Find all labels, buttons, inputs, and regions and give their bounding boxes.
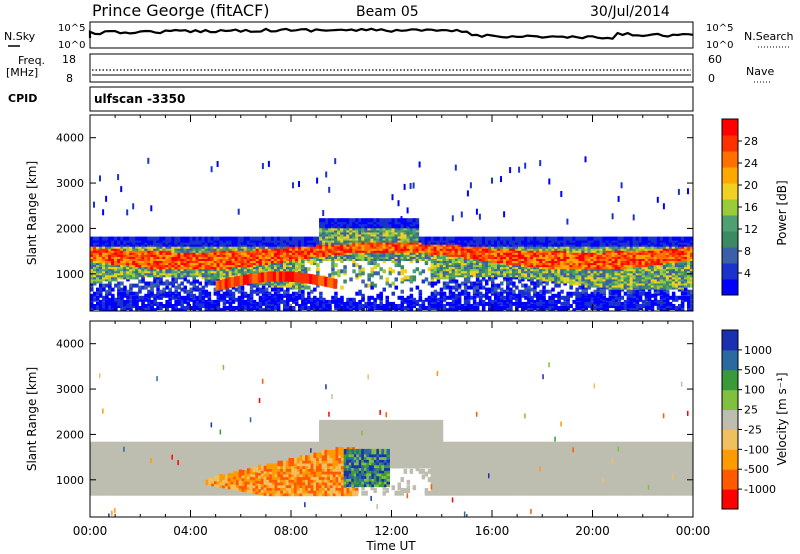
colorbar-swatch	[722, 119, 738, 136]
colorbar-tick-label: 500	[744, 364, 765, 377]
colorbar-swatch	[722, 349, 738, 371]
freq-label-1: Freq.	[18, 54, 45, 67]
colorbar-tick-label: 24	[744, 157, 758, 170]
x-tick-label: 08:00	[274, 524, 309, 538]
date-title: 30/Jul/2014	[590, 4, 670, 20]
colorbar-tick-label: -1000	[744, 483, 776, 496]
colorbar-tick-label: 8	[744, 245, 751, 258]
station-title: Prince George (fitACF)	[92, 1, 270, 20]
colorbar-swatch	[722, 449, 738, 470]
velocity-heatmap	[90, 362, 693, 517]
y-tick-label: 3000	[56, 177, 84, 190]
freq-panel	[89, 53, 694, 83]
y-tick-label: 1000	[56, 474, 84, 487]
noise-sky-label: N.Sky	[4, 30, 36, 43]
colorbar-tick-label: -500	[744, 463, 769, 476]
beam-title: Beam 05	[356, 4, 419, 20]
colorbar-swatch	[722, 167, 738, 184]
y-tick-label: 1000	[56, 268, 84, 281]
colorbar-swatch	[722, 247, 738, 264]
cpid-value: ulfscan -3350	[94, 92, 185, 106]
x-tick-label: 00:00	[676, 524, 711, 538]
noise-sky-trace	[88, 27, 694, 40]
x-tick-label: 12:00	[374, 524, 409, 538]
time-axis: 00:00 04:00 08:00 12:00 16:00 20:00 00:00	[73, 524, 711, 538]
colorbar-swatch	[722, 409, 738, 430]
freq-tick-bot: 8	[66, 72, 73, 85]
noise-tick-right-top: 10^5	[706, 23, 733, 34]
colorbar-swatch	[722, 199, 738, 216]
colorbar-tick-label: 16	[744, 201, 758, 214]
x-tick-label: 20:00	[575, 524, 610, 538]
noise-panel	[89, 21, 694, 49]
noise-search-label: N.Search	[744, 30, 794, 43]
noise-tick-left-top: 10^5	[58, 23, 85, 34]
y-tick-label: 3000	[56, 383, 84, 396]
noise-tick-right-bot: 10^0	[706, 40, 733, 51]
time-axis-label: Time UT	[365, 539, 416, 553]
velocity-colorbar-label: Velocity [m s⁻¹]	[775, 372, 789, 465]
colorbar-tick-label: -100	[744, 443, 769, 456]
colorbar-swatch	[722, 330, 738, 351]
velocity-axes: 1000 2000 3000 4000	[56, 321, 694, 517]
colorbar-tick-label: 1000	[744, 344, 772, 357]
x-tick-label: 04:00	[173, 524, 208, 538]
colorbar-swatch	[722, 135, 738, 152]
colorbar-tick-label: 100	[744, 384, 765, 397]
y-tick-label: 2000	[56, 428, 84, 441]
cpid-panel	[89, 86, 694, 112]
y-tick-label: 2000	[56, 222, 84, 235]
y-tick-label: 4000	[56, 338, 84, 351]
noise-tick-left-bot: 10^0	[58, 40, 85, 51]
velocity-colorbar: 1000 500 100 25 -25 -100 -500 -1000	[721, 329, 776, 510]
colorbar-swatch	[722, 183, 738, 200]
nave-tick-bot: 0	[708, 72, 715, 85]
nave-label: Nave	[746, 65, 774, 78]
colorbar-swatch	[722, 369, 738, 391]
colorbar-swatch	[722, 489, 738, 510]
colorbar-swatch	[722, 429, 738, 450]
power-colorbar: 28 24 20 16 12 8 4	[721, 118, 758, 296]
velocity-ylabel: Slant Range [km]	[25, 367, 39, 471]
cpid-label: CPID	[8, 92, 37, 105]
colorbar-tick-label: 28	[744, 135, 758, 148]
power-axes: 1000 2000 3000 4000	[56, 115, 694, 311]
power-ylabel: Slant Range [km]	[25, 161, 39, 265]
colorbar-swatch	[722, 263, 738, 280]
colorbar-swatch	[722, 469, 738, 490]
colorbar-tick-label: 4	[744, 267, 751, 280]
colorbar-swatch	[722, 279, 738, 296]
colorbar-tick-label: 25	[744, 404, 758, 417]
power-heatmap	[90, 156, 693, 311]
freq-label-2: [MHz]	[6, 66, 38, 79]
colorbar-tick-label: 12	[744, 223, 758, 236]
colorbar-swatch	[722, 389, 738, 411]
colorbar-tick-label: -25	[744, 423, 762, 436]
power-colorbar-label: Power [dB]	[775, 180, 789, 245]
colorbar-swatch	[722, 215, 738, 232]
colorbar-swatch	[722, 231, 738, 248]
noise-traces	[88, 27, 694, 40]
colorbar-tick-label: 20	[744, 179, 758, 192]
nave-tick-top: 60	[708, 53, 722, 66]
x-tick-label: 16:00	[475, 524, 510, 538]
freq-tick-top: 18	[62, 53, 76, 66]
y-tick-label: 4000	[56, 132, 84, 145]
colorbar-swatch	[722, 151, 738, 168]
x-tick-label: 00:00	[73, 524, 108, 538]
